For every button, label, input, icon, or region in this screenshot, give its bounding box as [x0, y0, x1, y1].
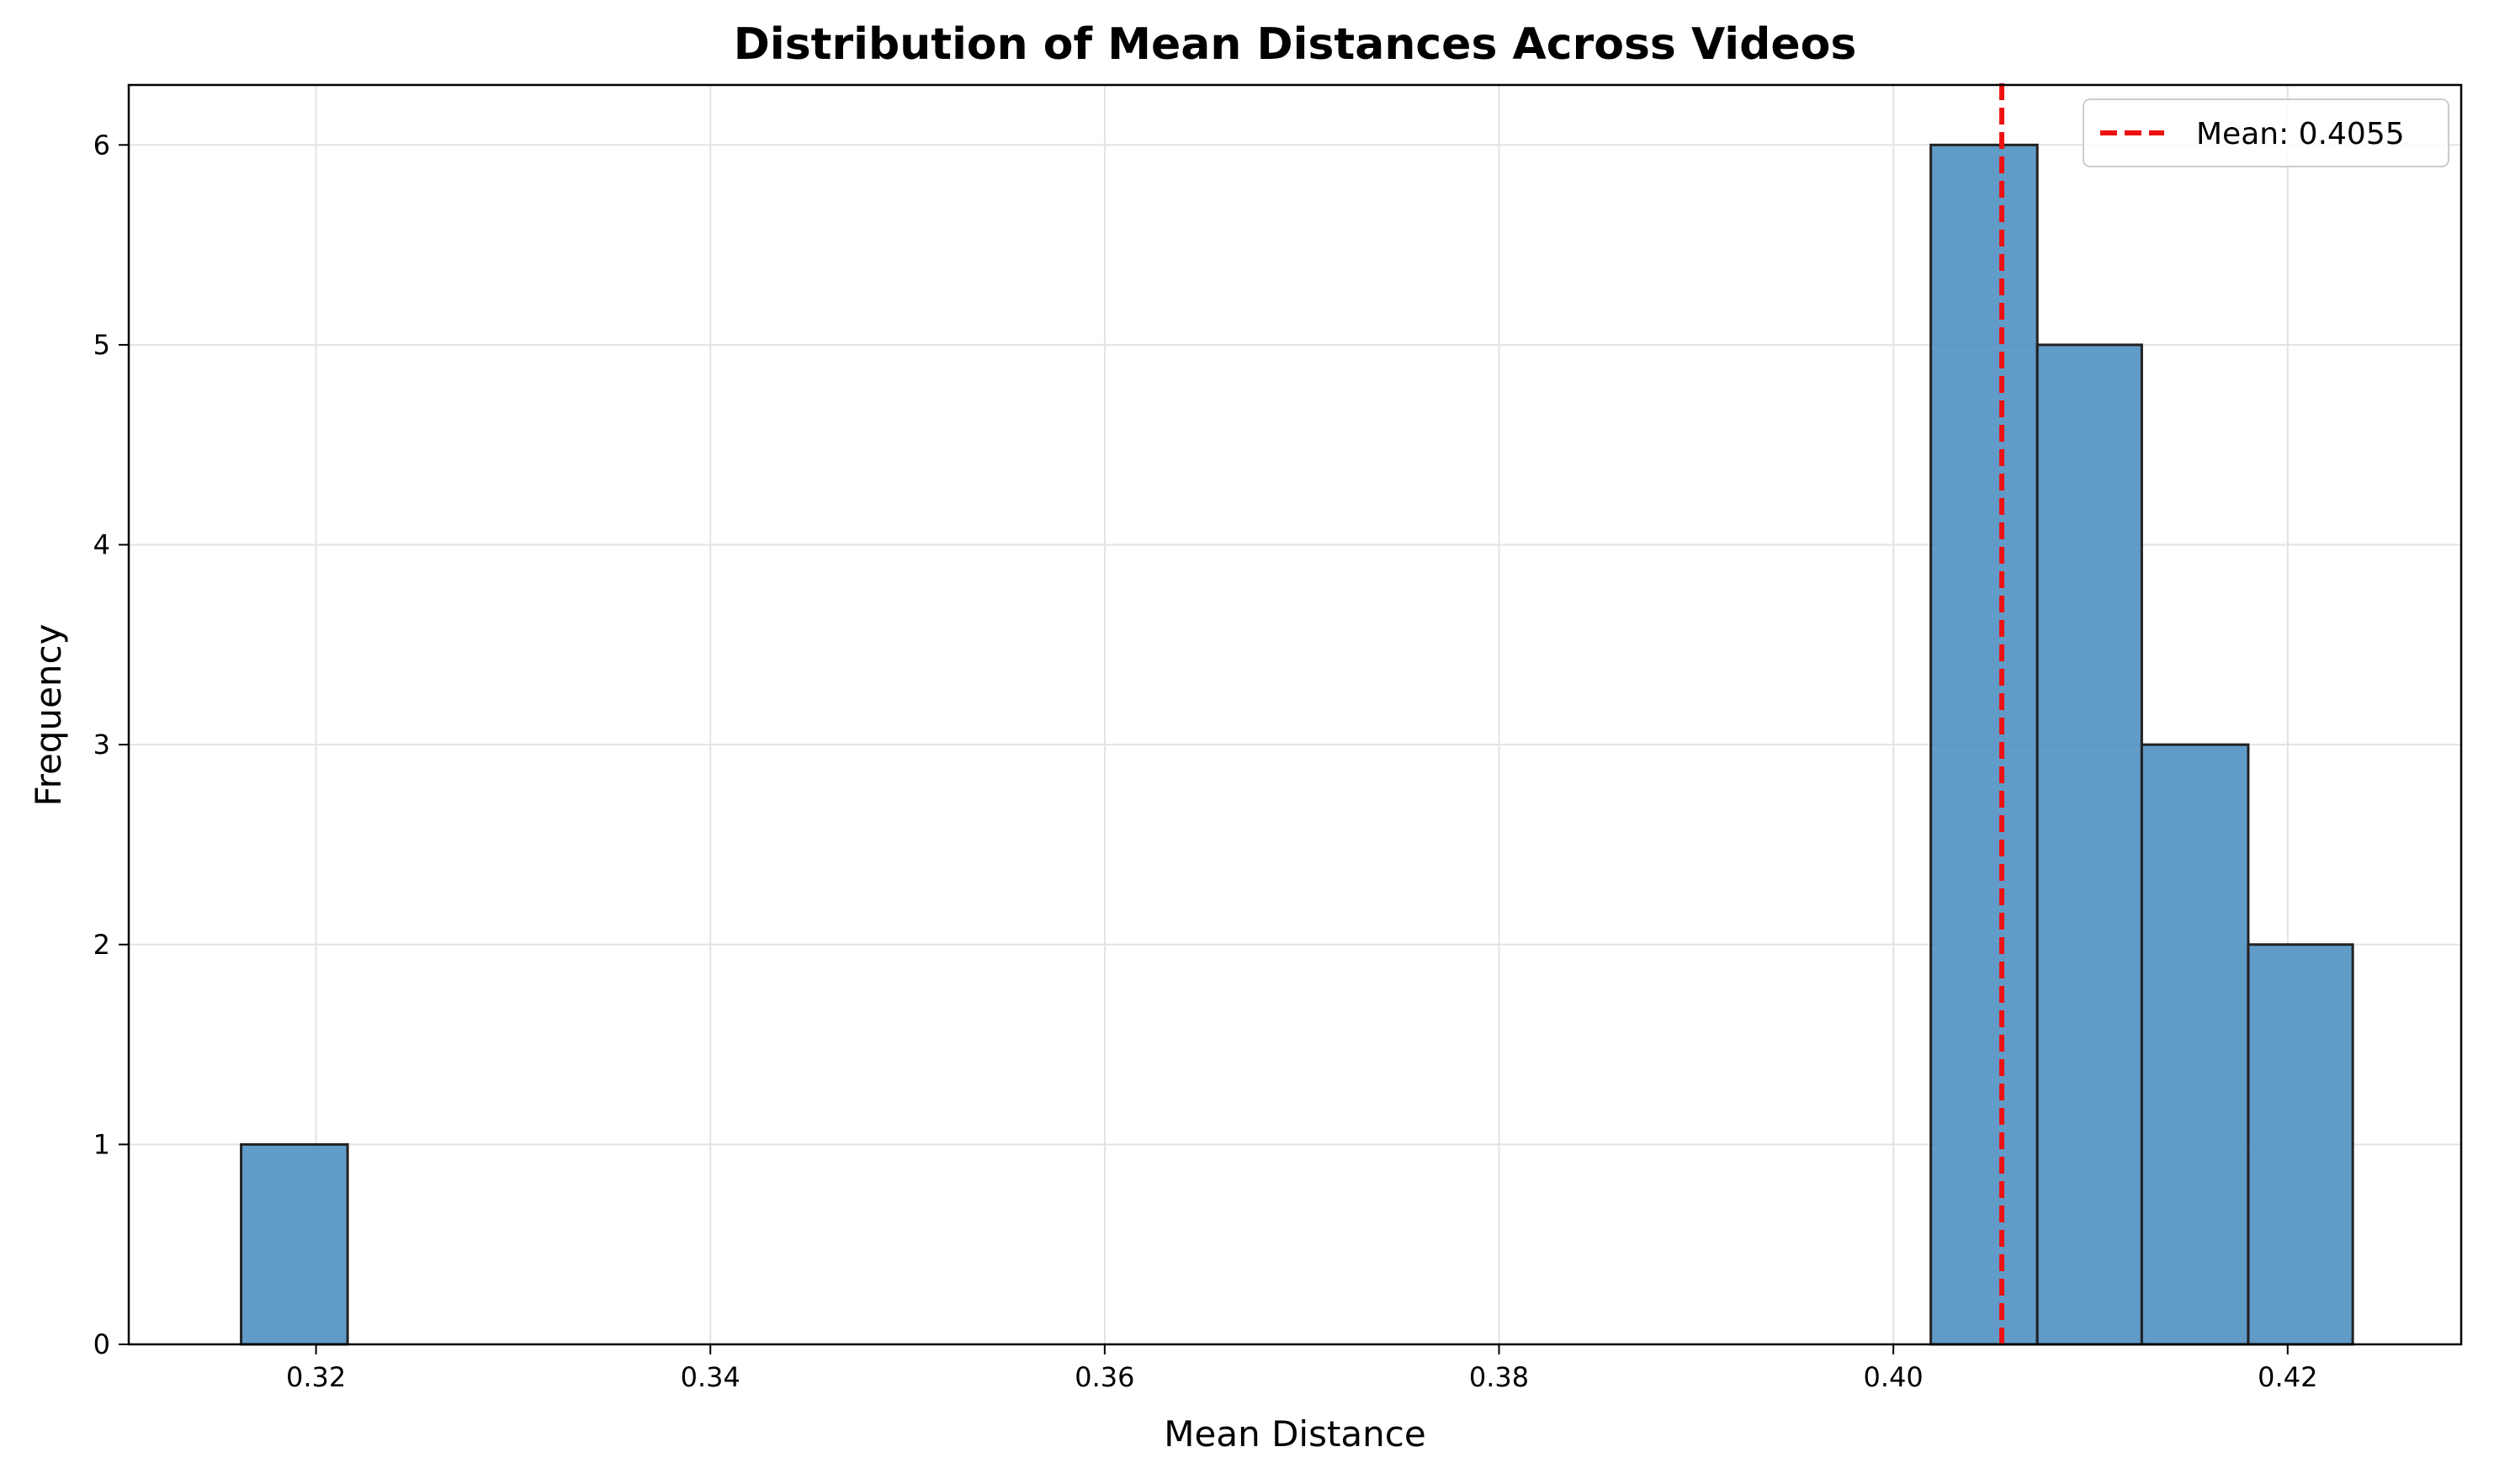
y-tick-label: 6	[93, 129, 110, 161]
x-tick-label: 0.36	[1075, 1361, 1134, 1393]
chart-title: Distribution of Mean Distances Across Vi…	[734, 19, 1857, 70]
y-tick-label: 3	[93, 729, 110, 761]
legend: Mean: 0.4055	[2083, 98, 2449, 167]
x-tick-label: 0.32	[286, 1361, 346, 1393]
histogram-bars	[240, 143, 2354, 1346]
histogram-bar	[2140, 743, 2250, 1346]
y-axis-ticks: 0 1 2 3 4 5 6	[93, 129, 129, 1360]
histogram-bar	[1929, 143, 2039, 1346]
legend-box	[2083, 98, 2449, 167]
y-tick-label: 0	[93, 1328, 110, 1360]
y-axis-label: Frequency	[28, 624, 69, 807]
y-tick-label: 1	[93, 1128, 110, 1160]
y-tick-label: 5	[93, 329, 110, 361]
histogram-bar	[240, 1142, 349, 1346]
x-axis-label: Mean Distance	[1164, 1413, 1425, 1455]
legend-mean-label: Mean: 0.4055	[2196, 117, 2405, 151]
plot-frame	[127, 83, 2463, 1346]
x-tick-label: 0.38	[1469, 1361, 1529, 1393]
x-tick-label: 0.34	[681, 1361, 740, 1393]
y-tick-label: 4	[93, 529, 110, 561]
histogram-bar	[2035, 343, 2143, 1346]
y-tick-label: 2	[93, 929, 110, 961]
x-tick-label: 0.42	[2258, 1361, 2317, 1393]
x-tick-label: 0.40	[1864, 1361, 1924, 1393]
histogram-bar	[2247, 943, 2354, 1346]
x-axis-ticks: 0.32 0.34 0.36 0.38 0.40 0.42	[286, 1344, 2317, 1393]
